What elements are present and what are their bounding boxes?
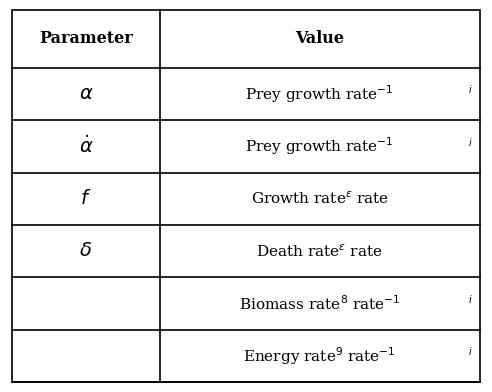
Text: $i$: $i$: [468, 83, 472, 95]
Text: $f$: $f$: [80, 189, 92, 208]
Text: Prey growth rate$^{-1}$: Prey growth rate$^{-1}$: [246, 83, 394, 105]
Text: Value: Value: [295, 30, 344, 47]
Text: Prey growth rate$^{-1}$: Prey growth rate$^{-1}$: [246, 136, 394, 157]
Text: Energy rate$^{9}$ rate$^{-1}$: Energy rate$^{9}$ rate$^{-1}$: [244, 345, 396, 367]
Text: $\alpha$: $\alpha$: [79, 85, 93, 103]
Text: $i$: $i$: [468, 293, 472, 305]
Text: Death rate$^{\varepsilon}$ rate: Death rate$^{\varepsilon}$ rate: [256, 243, 383, 260]
Text: Growth rate$^{\varepsilon}$ rate: Growth rate$^{\varepsilon}$ rate: [250, 191, 389, 207]
Text: $\delta$: $\delta$: [79, 242, 92, 260]
Text: Parameter: Parameter: [39, 30, 133, 47]
Text: $i$: $i$: [468, 345, 472, 357]
Text: $\dot{\alpha}$: $\dot{\alpha}$: [79, 136, 93, 157]
Text: Biomass rate$^{8}$ rate$^{-1}$: Biomass rate$^{8}$ rate$^{-1}$: [239, 294, 400, 313]
Text: $i$: $i$: [468, 136, 472, 148]
